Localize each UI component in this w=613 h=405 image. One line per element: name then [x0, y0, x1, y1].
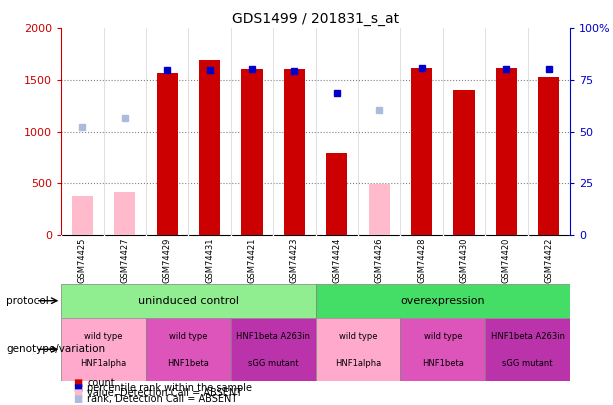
- Text: HNF1alpha: HNF1alpha: [335, 358, 381, 368]
- Text: GSM74420: GSM74420: [502, 237, 511, 283]
- Text: ■: ■: [74, 383, 83, 393]
- Text: sGG mutant: sGG mutant: [503, 358, 553, 368]
- Bar: [538, 77, 560, 235]
- Text: HNF1beta: HNF1beta: [422, 358, 464, 368]
- Text: GSM74427: GSM74427: [120, 237, 129, 283]
- Text: GSM74431: GSM74431: [205, 237, 214, 283]
- Text: GSM74430: GSM74430: [460, 237, 468, 283]
- Bar: [199, 60, 220, 235]
- Text: HNF1beta A263in: HNF1beta A263in: [490, 332, 565, 341]
- Text: GSM74425: GSM74425: [78, 237, 87, 283]
- Bar: [454, 90, 474, 235]
- Text: ■: ■: [74, 388, 83, 398]
- Bar: [146, 318, 231, 381]
- Bar: [284, 68, 305, 235]
- Text: wild type: wild type: [339, 332, 378, 341]
- Bar: [231, 318, 316, 381]
- Text: overexpression: overexpression: [400, 296, 485, 306]
- Text: HNF1alpha: HNF1alpha: [80, 358, 127, 368]
- Text: GSM74422: GSM74422: [544, 237, 554, 283]
- Title: GDS1499 / 201831_s_at: GDS1499 / 201831_s_at: [232, 12, 399, 26]
- Text: GSM74424: GSM74424: [332, 237, 341, 283]
- Bar: [316, 318, 400, 381]
- Text: HNF1beta: HNF1beta: [167, 358, 210, 368]
- Bar: [485, 318, 570, 381]
- Bar: [114, 192, 135, 235]
- Bar: [496, 68, 517, 235]
- Text: GSM74423: GSM74423: [290, 237, 299, 283]
- Text: protocol: protocol: [6, 296, 49, 306]
- Bar: [411, 68, 432, 235]
- Bar: [72, 196, 93, 235]
- Bar: [61, 318, 146, 381]
- Bar: [316, 284, 570, 318]
- Text: HNF1beta A263in: HNF1beta A263in: [236, 332, 310, 341]
- Text: GSM74426: GSM74426: [375, 237, 384, 283]
- Text: wild type: wild type: [85, 332, 123, 341]
- Text: uninduced control: uninduced control: [138, 296, 239, 306]
- Text: wild type: wild type: [169, 332, 208, 341]
- Bar: [61, 284, 316, 318]
- Text: GSM74428: GSM74428: [417, 237, 426, 283]
- Text: genotype/variation: genotype/variation: [6, 344, 105, 354]
- Text: ■: ■: [74, 378, 83, 388]
- Bar: [326, 153, 348, 235]
- Text: value, Detection Call = ABSENT: value, Detection Call = ABSENT: [87, 388, 242, 398]
- Text: ■: ■: [74, 394, 83, 403]
- Text: GSM74429: GSM74429: [163, 237, 172, 283]
- Text: GSM74421: GSM74421: [248, 237, 257, 283]
- Text: sGG mutant: sGG mutant: [248, 358, 299, 368]
- Text: count: count: [87, 378, 115, 388]
- Bar: [368, 184, 390, 235]
- Text: percentile rank within the sample: percentile rank within the sample: [87, 383, 252, 393]
- Bar: [400, 318, 485, 381]
- Text: wild type: wild type: [424, 332, 462, 341]
- Text: rank, Detection Call = ABSENT: rank, Detection Call = ABSENT: [87, 394, 237, 403]
- Bar: [157, 73, 178, 235]
- Bar: [242, 68, 263, 235]
